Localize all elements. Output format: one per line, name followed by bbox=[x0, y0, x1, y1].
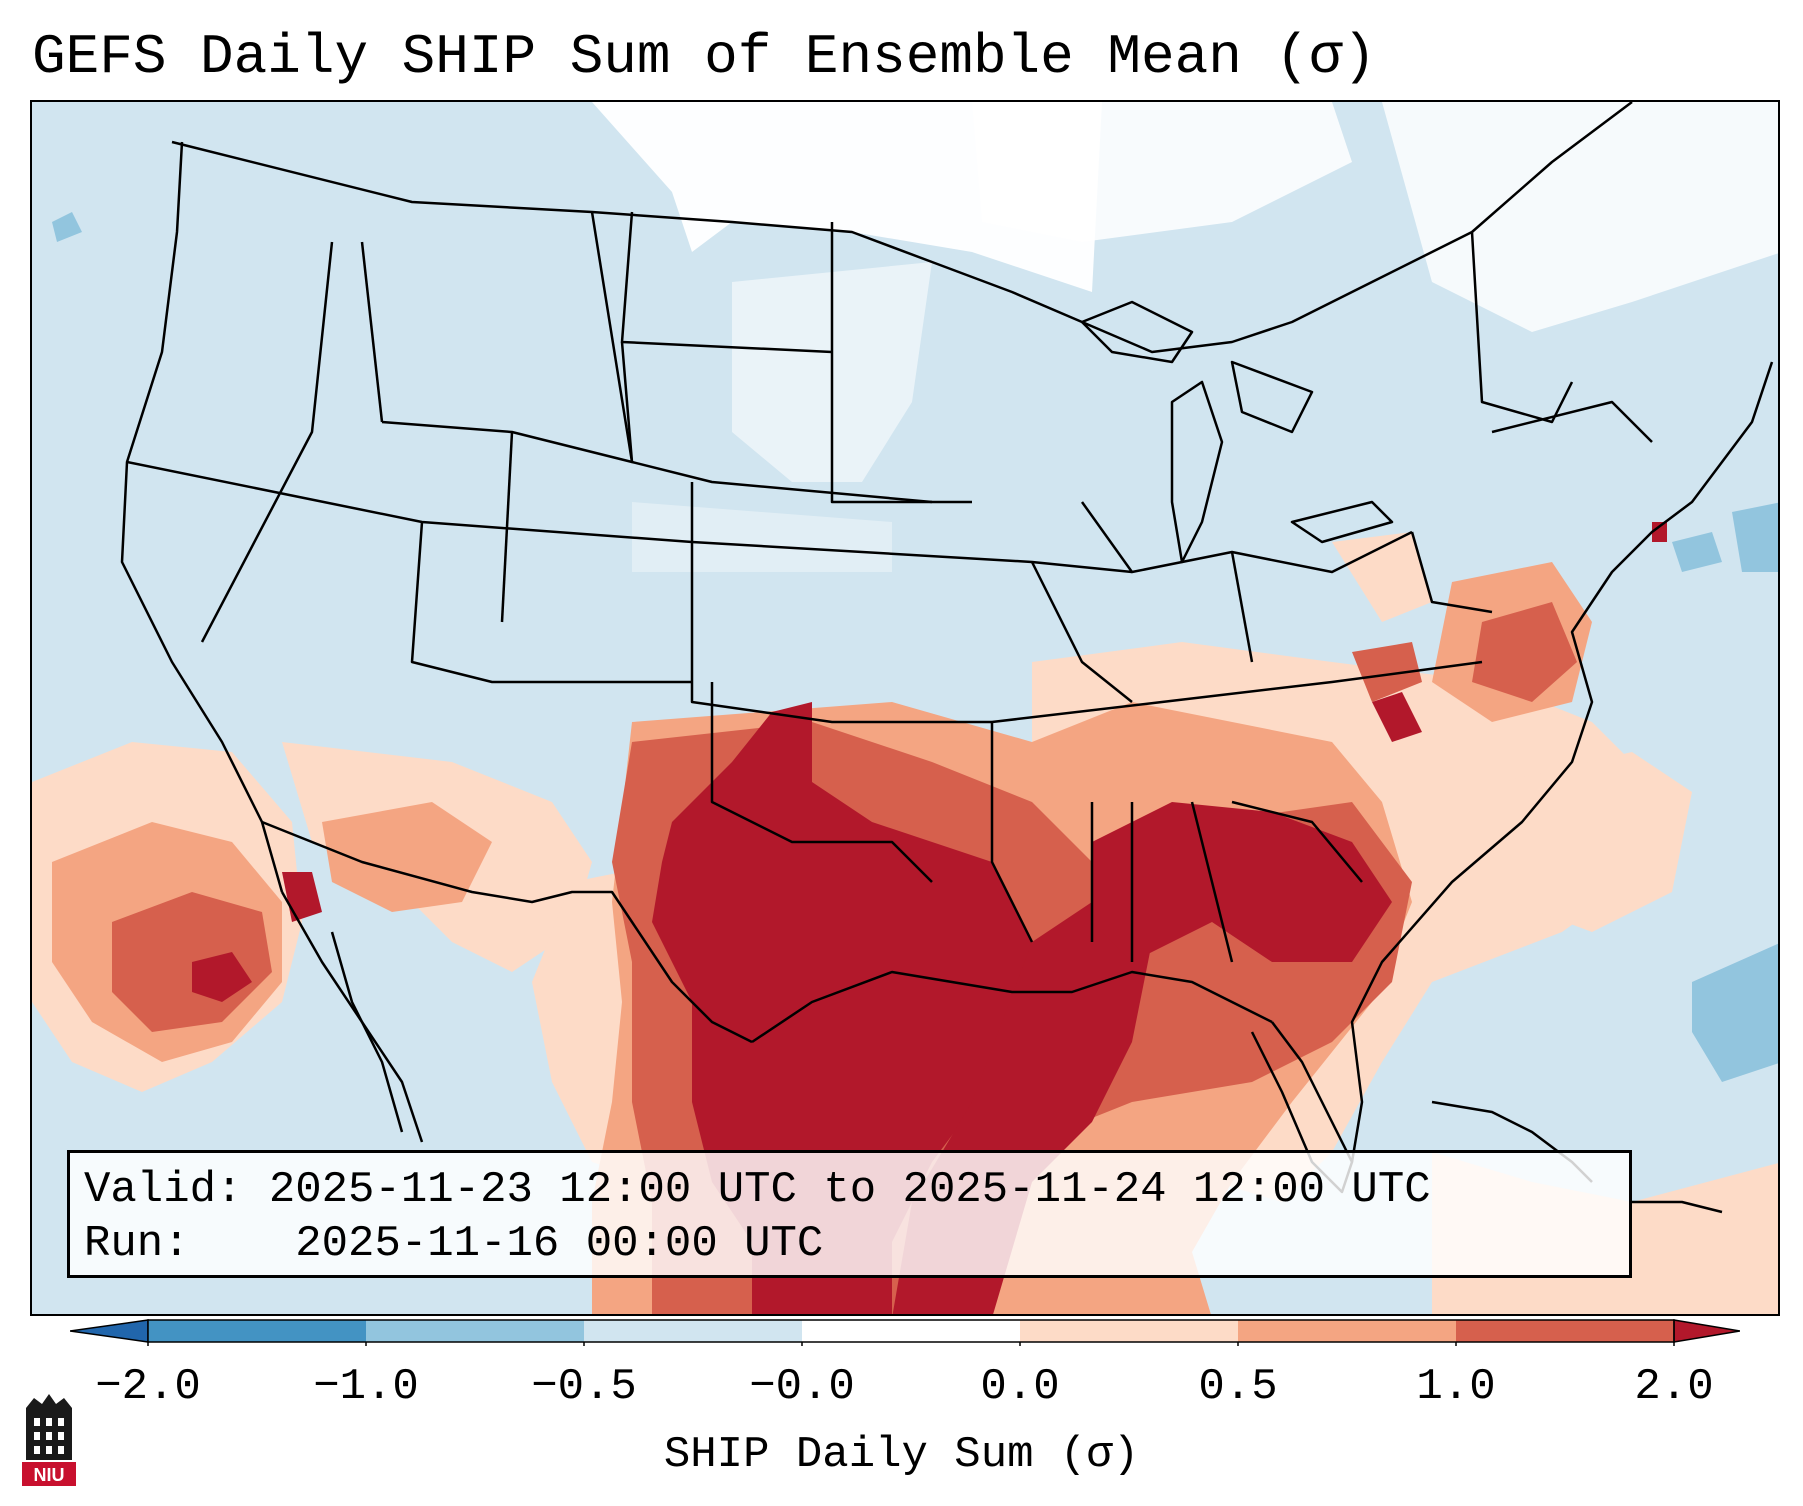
colorbar-tick-label: −1.0 bbox=[313, 1362, 419, 1412]
valid-time: 2025-11-23 12:00 UTC to 2025-11-24 12:00… bbox=[268, 1165, 1431, 1215]
run-label: Run: bbox=[84, 1219, 190, 1269]
colorbar-tick-label: 0.0 bbox=[980, 1362, 1060, 1412]
niu-logo-icon: NIU bbox=[22, 1394, 76, 1486]
colorbar-bin bbox=[148, 1320, 366, 1342]
colorbar-tick-label: 0.5 bbox=[1198, 1362, 1278, 1412]
colorbar-tick-label: −0.0 bbox=[749, 1362, 855, 1412]
svg-text:NIU: NIU bbox=[34, 1465, 65, 1485]
colorbar-bin bbox=[1238, 1320, 1456, 1342]
political-boundaries bbox=[120, 102, 1774, 1214]
colorbar bbox=[70, 1319, 1740, 1346]
colorbar-tick-label: 2.0 bbox=[1634, 1362, 1714, 1412]
colorbar-tick-label: −0.5 bbox=[531, 1362, 637, 1412]
colorbar-extend-low bbox=[70, 1319, 149, 1343]
colorbar-tick-label: 1.0 bbox=[1416, 1362, 1496, 1412]
colorbar-bin bbox=[584, 1320, 802, 1342]
colorbar-title: SHIP Daily Sum (σ) bbox=[663, 1430, 1140, 1480]
valid-label: Valid: bbox=[84, 1165, 243, 1215]
colorbar-bin bbox=[366, 1320, 584, 1342]
colorbar-bin bbox=[1456, 1320, 1674, 1342]
colorbar-extend-high bbox=[1673, 1319, 1740, 1343]
run-time: 2025-11-16 00:00 UTC bbox=[295, 1219, 824, 1269]
map-title: GEFS Daily SHIP Sum of Ensemble Mean (σ) bbox=[32, 25, 1377, 89]
run-info-box: Valid: 2025-11-23 12:00 UTC to 2025-11-2… bbox=[67, 1150, 1632, 1278]
colorbar-bin bbox=[1020, 1320, 1238, 1342]
colorbar-bin bbox=[802, 1320, 1020, 1342]
ship-anomaly-map bbox=[32, 102, 1778, 1314]
colorbar-tick-label: −2.0 bbox=[95, 1362, 201, 1412]
map-panel[interactable] bbox=[30, 100, 1780, 1316]
